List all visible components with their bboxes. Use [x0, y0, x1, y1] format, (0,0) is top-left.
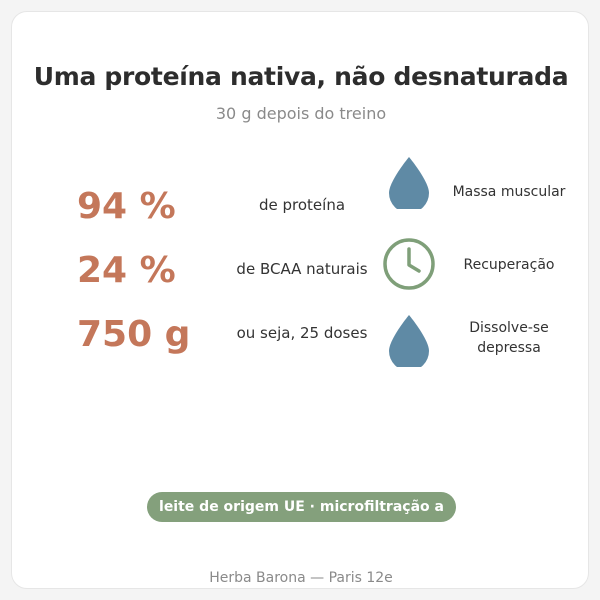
- benefit-label-muscle: Massa muscular: [452, 184, 566, 200]
- benefit-label-dissolve: Dissolve-se depressa: [469, 320, 549, 356]
- water-drop-icon: [389, 157, 429, 209]
- stat-desc-protein: de proteína: [258, 196, 346, 214]
- promo-card: Uma proteína nativa, não desnaturada 30 …: [11, 11, 589, 589]
- water-drop-icon: [389, 315, 429, 367]
- stat-value-bcaa: 24 %: [77, 250, 176, 291]
- footer-brand: Herba Barona — Paris 12e: [209, 570, 393, 586]
- card-subtitle: 30 g depois do treino: [215, 104, 387, 123]
- card-title: Uma proteína nativa, não desnaturada: [33, 62, 569, 91]
- origin-badge: leite de origem UE · microfiltração a fr…: [147, 492, 456, 545]
- stat-value-protein: 94 %: [77, 186, 176, 227]
- benefit-label-recovery: Recuperação: [463, 257, 555, 273]
- stat-desc-weight: ou seja, 25 doses: [236, 324, 368, 342]
- stat-value-weight: 750 g: [77, 314, 191, 355]
- stat-desc-bcaa: de BCAA naturais: [236, 260, 368, 278]
- clock-icon: [383, 238, 435, 290]
